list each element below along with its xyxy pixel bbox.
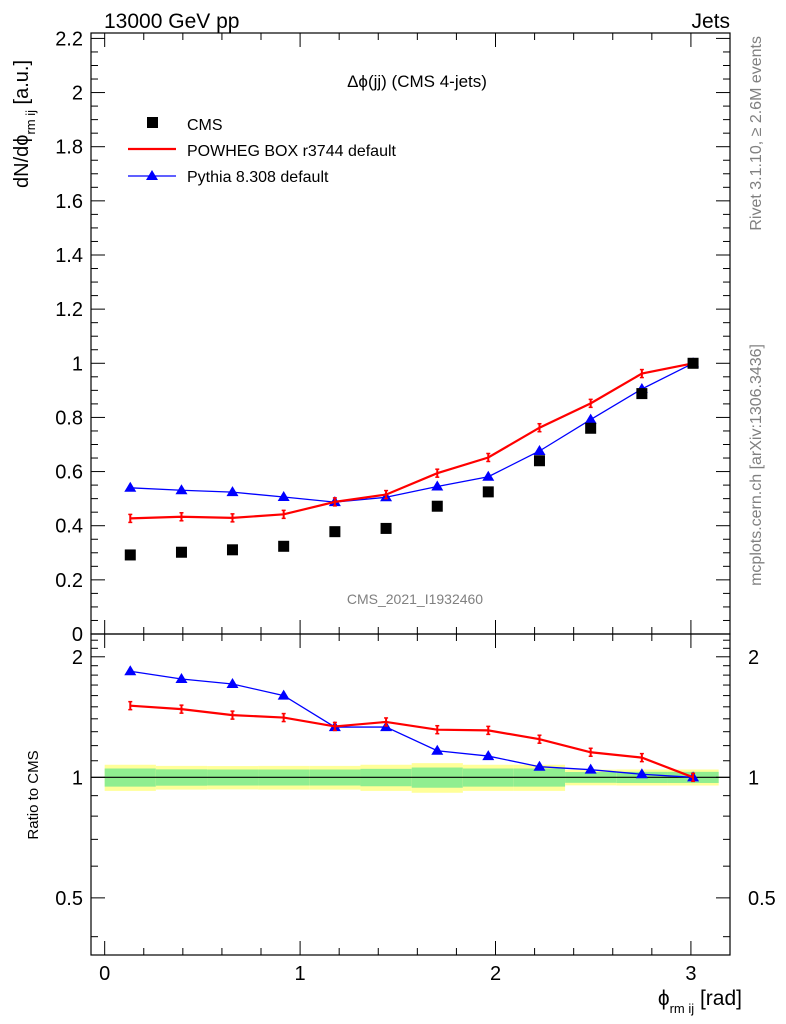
legend-powheg-label: POWHEG BOX r3744 default	[187, 143, 397, 160]
pythia-line	[130, 362, 694, 503]
main-y-tick-label: 0.8	[55, 407, 83, 429]
ratio-y-tick-label-left: 1	[72, 767, 83, 789]
ratio-axis-ticks: 0.5 0.5 1 1 2 2 0 1 2 3	[55, 634, 776, 985]
pythia-point	[175, 484, 188, 495]
y-label-main: dN/dϕ	[11, 135, 33, 188]
x-tick-label: 1	[295, 963, 306, 985]
x-tick-label: 3	[685, 963, 696, 985]
main-y-axis-label: dN/dϕrm ij [a.u.]	[11, 60, 38, 188]
ratio-series-layer	[124, 665, 700, 783]
ratio-pythia-point	[226, 678, 239, 689]
x-axis-label: ϕrm ij [rad]	[658, 987, 742, 1016]
svg-text:dN/dϕrm ij [a.u.]: dN/dϕrm ij [a.u.]	[11, 60, 38, 188]
x-label-main: ϕ	[658, 987, 670, 1010]
plot-title: Δϕ(jj) (CMS 4-jets)	[347, 72, 487, 91]
ratio-y-tick-label-right: 0.5	[748, 888, 776, 910]
ratio-uncertainty-bands	[91, 763, 730, 793]
analysis-watermark: CMS_2021_I1932460	[347, 591, 483, 607]
main-y-tick-label: 1.4	[55, 245, 83, 267]
main-y-tick-label: 0.6	[55, 462, 83, 484]
cms-data-point	[431, 500, 443, 512]
ratio-pythia-point	[175, 673, 188, 684]
cms-data-point	[482, 486, 494, 498]
ratio-pythia-point	[277, 689, 290, 700]
x-label-unit: [rad]	[694, 987, 742, 1010]
main-y-tick-label: 2.2	[55, 28, 83, 50]
main-y-tick-label: 1.6	[55, 191, 83, 213]
ratio-y-tick-label-left: 2	[72, 647, 83, 669]
cms-data-point	[380, 522, 392, 534]
pythia-point	[533, 444, 546, 455]
main-y-tick-label: 0.4	[55, 516, 83, 538]
ratio-plot-panel: 0.5 0.5 1 1 2 2 0 1 2 3 Ratio to CMS ϕrm ij [rad]	[25, 633, 776, 1016]
main-y-tick-label: 0.2	[55, 570, 83, 592]
ratio-pythia-point	[124, 665, 137, 676]
cms-data-point	[278, 540, 290, 552]
ratio-y-axis-label: Ratio to CMS	[25, 750, 42, 839]
legend: CMS POWHEG BOX r3744 default Pythia 8.30…	[128, 117, 397, 186]
cms-data-point	[329, 526, 341, 538]
jets-label: Jets	[691, 10, 730, 33]
x-tick-label: 0	[99, 963, 110, 985]
legend-cms-label: CMS	[187, 117, 223, 134]
cms-data-point	[175, 546, 187, 558]
mcplots-label: mcplots.cern.ch [arXiv:1306.3436]	[748, 344, 765, 586]
x-tick-label: 2	[490, 963, 501, 985]
ratio-pythia-point	[482, 750, 495, 761]
main-y-tick-label: 2	[72, 83, 83, 105]
pythia-point	[482, 470, 495, 481]
main-axis-ticks: 0 0.2 0.4 0.6 0.8 1 1.2 1.4 1.6 1.8 2 2.2	[55, 28, 730, 646]
main-plot-panel: 0 0.2 0.4 0.6 0.8 1 1.2 1.4 1.6 1.8 2 2.2 Δϕ(jj) (C…	[11, 28, 731, 646]
ratio-pythia-point	[584, 763, 597, 774]
cms-data-point	[124, 549, 136, 561]
pythia-point	[124, 481, 137, 492]
ratio-pythia-point	[533, 760, 546, 771]
ratio-frame	[90, 633, 731, 956]
cms-data-point	[533, 455, 545, 467]
powheg-line	[130, 362, 694, 520]
y-label-unit: [a.u.]	[11, 60, 33, 110]
cms-data-point	[226, 544, 238, 556]
cms-data-point	[636, 388, 648, 400]
rivet-label: Rivet 3.1.10, ≥ 2.6M events	[748, 36, 765, 231]
main-series-layer	[124, 357, 700, 561]
pythia-point	[226, 486, 239, 497]
y-label-sub: rm ij	[23, 110, 38, 135]
main-y-tick-label: 1	[72, 353, 83, 375]
x-label-sub: rm ij	[670, 1001, 695, 1016]
legend-cms-marker	[147, 117, 158, 128]
legend-pythia-label: Pythia 8.308 default	[187, 169, 329, 186]
cms-data-point	[585, 422, 597, 434]
pythia-point	[431, 480, 444, 491]
ratio-pythia-point	[635, 768, 648, 779]
ratio-y-tick-label-right: 2	[748, 647, 759, 669]
main-y-tick-label: 1.8	[55, 137, 83, 159]
ratio-powheg-line	[130, 704, 694, 779]
cms-data-point	[687, 357, 699, 369]
ratio-y-tick-label-left: 0.5	[55, 888, 83, 910]
legend-pythia-marker	[146, 170, 158, 180]
energy-label: 13000 GeV pp	[104, 10, 239, 33]
main-y-tick-label: 1.2	[55, 299, 83, 321]
main-y-tick-label: 0	[72, 624, 83, 646]
pythia-point	[584, 413, 597, 424]
ratio-pythia-line	[130, 670, 694, 778]
ratio-y-tick-label-right: 1	[748, 767, 759, 789]
pythia-point	[277, 491, 290, 502]
ratio-pythia-point	[431, 744, 444, 755]
